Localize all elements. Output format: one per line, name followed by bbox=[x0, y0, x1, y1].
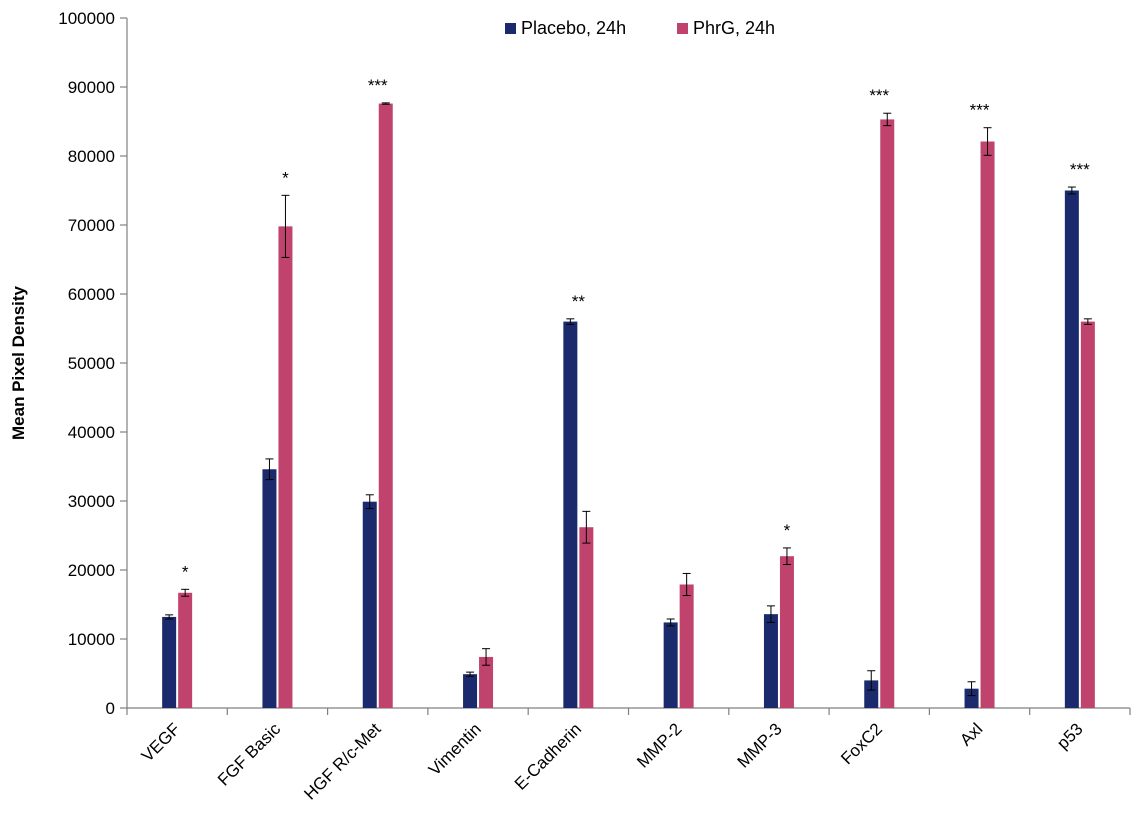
y-tick-label: 80000 bbox=[68, 147, 115, 166]
x-tick-label: Vimentin bbox=[425, 719, 485, 779]
bar-phrg-p53 bbox=[1080, 321, 1095, 708]
y-tick-label: 30000 bbox=[68, 492, 115, 511]
bar-phrg-mmp-2 bbox=[679, 584, 694, 708]
bar-placebo-vimentin bbox=[463, 674, 478, 708]
x-tick-label: MMP-3 bbox=[734, 719, 786, 771]
bar-placebo-fgf-basic bbox=[262, 469, 277, 708]
bars-layer: ***************** bbox=[162, 76, 1095, 709]
x-tick-label: Axl bbox=[956, 719, 986, 749]
y-tick-label: 40000 bbox=[68, 423, 115, 442]
legend-label: PhrG, 24h bbox=[693, 18, 775, 38]
bar-placebo-vegf bbox=[162, 616, 177, 708]
y-axis-title: Mean Pixel Density bbox=[9, 285, 28, 440]
y-tick-label: 100000 bbox=[58, 9, 115, 28]
x-tick-label: HGF R/c-Met bbox=[300, 719, 384, 803]
x-tick-label: MMP-2 bbox=[633, 719, 685, 771]
x-tick-label: FGF Basic bbox=[214, 719, 285, 790]
significance-label: * bbox=[182, 562, 189, 581]
x-tick-label: E-Cadherin bbox=[511, 719, 585, 793]
bar-phrg-axl bbox=[980, 141, 995, 708]
bar-placebo-mmp-2 bbox=[663, 622, 678, 708]
bar-phrg-vegf bbox=[178, 592, 193, 708]
bar-phrg-foxc2 bbox=[880, 119, 895, 709]
significance-label: *** bbox=[1070, 160, 1090, 179]
bar-phrg-vimentin bbox=[479, 656, 494, 708]
legend-swatch bbox=[677, 23, 688, 34]
significance-label: * bbox=[784, 521, 791, 540]
bar-placebo-foxc2 bbox=[864, 680, 879, 708]
y-tick-label: 70000 bbox=[68, 216, 115, 235]
bar-phrg-hgf-r-c-met bbox=[378, 103, 393, 708]
x-tick-label: p53 bbox=[1053, 719, 1086, 752]
y-tick-label: 60000 bbox=[68, 285, 115, 304]
legend-label: Placebo, 24h bbox=[521, 18, 626, 38]
y-tick-label: 10000 bbox=[68, 630, 115, 649]
bar-placebo-hgf-r-c-met bbox=[362, 501, 377, 708]
bar-placebo-e-cadherin bbox=[563, 321, 578, 708]
y-tick-label: 0 bbox=[106, 699, 115, 718]
significance-label: ** bbox=[572, 292, 586, 311]
significance-label: * bbox=[282, 168, 289, 187]
significance-label: *** bbox=[970, 101, 990, 120]
bar-placebo-mmp-3 bbox=[763, 614, 778, 708]
significance-label: *** bbox=[368, 76, 388, 95]
legend-layer: Placebo, 24h PhrG, 24h bbox=[505, 18, 775, 38]
bar-placebo-p53 bbox=[1064, 190, 1079, 708]
significance-label: *** bbox=[869, 86, 889, 105]
bar-placebo-axl bbox=[964, 688, 979, 708]
y-tick-label: 90000 bbox=[68, 78, 115, 97]
bar-phrg-fgf-basic bbox=[278, 226, 293, 708]
x-tick-label: VEGF bbox=[138, 719, 184, 765]
y-tick-label: 20000 bbox=[68, 561, 115, 580]
y-tick-label: 50000 bbox=[68, 354, 115, 373]
bar-phrg-mmp-3 bbox=[779, 556, 794, 708]
x-tick-label: FoxC2 bbox=[837, 719, 886, 768]
bar-phrg-e-cadherin bbox=[579, 527, 594, 708]
legend-swatch bbox=[505, 23, 516, 34]
